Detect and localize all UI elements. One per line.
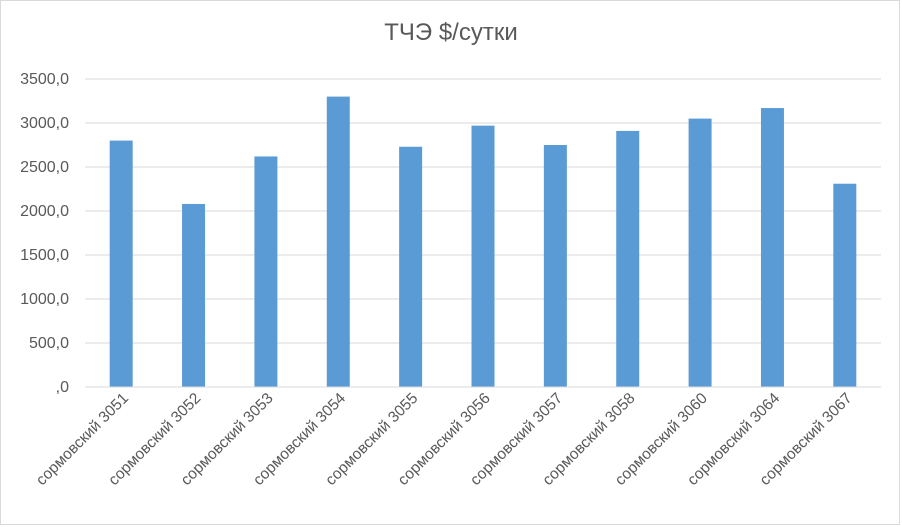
y-tick-label: 2000,0 [20,203,69,220]
bar [616,130,640,388]
y-tick-label: 2500,0 [20,159,69,176]
bar [326,96,350,387]
bar [760,108,784,387]
bars [109,96,857,388]
bar [399,146,423,387]
y-tick-label: 1500,0 [20,247,69,264]
bar [109,140,133,387]
bar [543,145,567,387]
y-axis-tick-labels: ,0 500,0 1000,0 1500,0 2000,0 2500,0 3000,0 350… [20,71,69,396]
bar [833,183,857,387]
y-tick-label: 1000,0 [20,291,69,308]
bar [688,118,712,387]
bar [182,203,206,387]
y-tick-label: 3000,0 [20,115,69,132]
y-tick-label: 3500,0 [20,71,69,88]
bar [254,156,278,387]
chart-title: ТЧЭ $/сутки [384,19,518,46]
y-tick-label: 500,0 [29,335,69,352]
bar [471,125,495,387]
y-tick-label: ,0 [56,379,69,396]
